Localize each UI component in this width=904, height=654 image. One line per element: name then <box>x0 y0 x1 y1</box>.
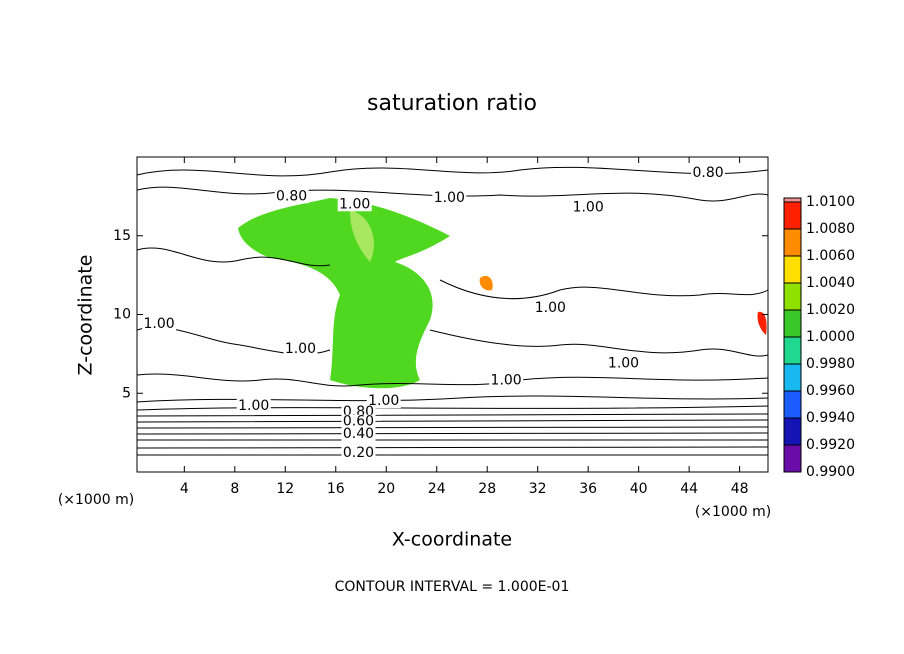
field <box>238 198 767 389</box>
x-tick-label: 12 <box>276 481 294 497</box>
contour-label: 0.80 <box>276 188 307 204</box>
supersaturated-region <box>479 275 493 291</box>
colorbar-label: 1.0060 <box>806 248 855 264</box>
contour-label: 1.00 <box>143 316 174 332</box>
x-tick-label: 36 <box>579 481 597 497</box>
x-tick-label: 8 <box>230 481 239 497</box>
contour-line <box>136 405 769 456</box>
y-axis-label: Z-coordinate <box>75 255 97 376</box>
contour-label: 1.00 <box>491 373 522 389</box>
colorbar-label: 1.0020 <box>806 302 855 318</box>
contour-label-bg <box>341 427 376 442</box>
contour-lines <box>136 166 769 456</box>
contour-label: 0.20 <box>343 445 374 461</box>
contour-line <box>136 395 769 403</box>
supersaturated-region <box>350 210 374 262</box>
colorbar-label: 0.9960 <box>806 383 855 399</box>
contour-line <box>136 326 769 357</box>
x-tick-label: 4 <box>180 481 189 497</box>
contour-label: 1.00 <box>573 199 604 215</box>
contour-label-bg <box>236 398 271 413</box>
colorbar-segment <box>784 445 801 472</box>
contour-label-bg <box>341 414 376 429</box>
contour-label: 1.00 <box>368 393 399 409</box>
colorbar-segment <box>784 229 801 256</box>
colorbar-label: 1.0000 <box>806 329 855 345</box>
contour-label-bg <box>533 301 568 316</box>
colorbar-segment <box>784 364 801 391</box>
x-tick-label: 24 <box>428 481 446 497</box>
contour-label: 0.60 <box>343 414 374 430</box>
chart-title: saturation ratio <box>367 91 537 116</box>
colorbar-segment <box>784 310 801 337</box>
contour-label-bg <box>606 356 641 371</box>
x-tick-label: 28 <box>478 481 496 497</box>
supersaturated-region <box>238 198 450 389</box>
contour-interval: CONTOUR INTERVAL = 1.000E-01 <box>335 579 570 595</box>
contour-label: 1.00 <box>285 341 316 357</box>
contour-label-bg <box>366 394 401 409</box>
contour-label: 1.00 <box>339 196 370 212</box>
contour-label-bg <box>274 189 309 204</box>
contour-label-bg <box>337 197 372 212</box>
contour-label-bg <box>283 342 318 357</box>
colorbar-segment <box>784 256 801 283</box>
x-tick-label: 16 <box>327 481 345 497</box>
colorbar-segment <box>784 283 801 310</box>
contour-label-bg <box>489 373 524 388</box>
colorbar-label: 1.0040 <box>806 275 855 291</box>
contour-label-bg <box>432 190 467 205</box>
contour-label: 1.00 <box>608 355 639 371</box>
contour-label-bg <box>341 446 376 461</box>
colorbar-label: 1.0100 <box>806 194 855 210</box>
x-unit-label: (×1000 m) <box>695 504 771 520</box>
colorbar-segment <box>784 391 801 418</box>
contour-label-bg <box>142 316 177 331</box>
colorbar-segment <box>784 202 801 229</box>
colorbar-cap <box>784 198 801 202</box>
colorbar-label: 0.9920 <box>806 437 855 453</box>
y-tick-label: 10 <box>113 307 131 323</box>
contour-label: 1.00 <box>434 190 465 206</box>
colorbar-segment <box>784 418 801 445</box>
x-tick-label: 44 <box>680 481 698 497</box>
contour-line <box>136 166 769 177</box>
contour-label: 0.40 <box>343 426 374 442</box>
colorbar-label: 0.9900 <box>806 464 855 480</box>
y-tick-label: 5 <box>122 385 131 401</box>
x-tick-label: 40 <box>630 481 648 497</box>
colorbar-label: 1.0080 <box>806 221 855 237</box>
contour-label-bg <box>571 200 606 215</box>
y-tick-label: 15 <box>113 228 131 244</box>
x-tick-label: 32 <box>529 481 547 497</box>
colorbar-label: 0.9940 <box>806 410 855 426</box>
contour-label: 1.00 <box>535 300 566 316</box>
contour-line <box>136 373 769 387</box>
colorbar-segment <box>784 337 801 364</box>
contour-label: 0.80 <box>692 165 723 181</box>
x-tick-label: 20 <box>377 481 395 497</box>
contour-label-bg <box>691 165 726 180</box>
supersaturated-region <box>757 311 767 335</box>
x-unit-label: (×1000 m) <box>58 492 134 508</box>
colorbar-label: 0.9980 <box>806 356 855 372</box>
contour-line <box>136 247 769 300</box>
contour-line <box>136 186 769 202</box>
x-axis-label: X-coordinate <box>392 529 512 551</box>
x-tick-label: 48 <box>731 481 749 497</box>
contour-label: 1.00 <box>238 398 269 414</box>
